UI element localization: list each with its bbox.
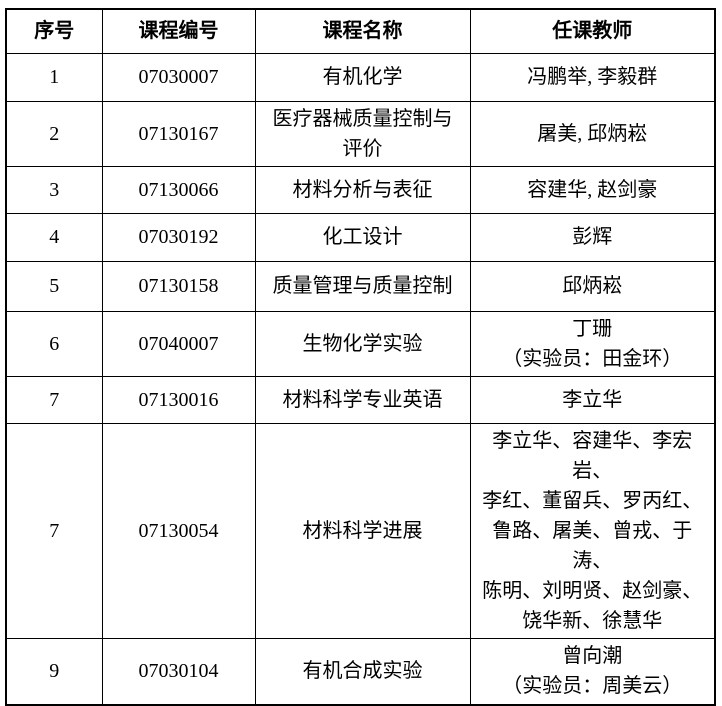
cell-no: 5	[5, 260, 103, 312]
column-header-no: 序号	[5, 8, 103, 54]
cell-course-name: 生物化学实验	[254, 310, 471, 377]
cell-course-name: 有机合成实验	[254, 637, 471, 706]
cell-course-name: 质量管理与质量控制	[254, 260, 471, 312]
header-row: 序号 课程编号 课程名称 任课教师	[5, 8, 716, 54]
column-header-code: 课程编号	[101, 8, 256, 54]
cell-code: 07030192	[101, 212, 256, 262]
column-header-name: 课程名称	[254, 8, 471, 54]
cell-course-name: 有机化学	[254, 52, 471, 102]
cell-teachers: 冯鹏举, 李毅群	[469, 52, 716, 102]
cell-course-name: 医疗器械质量控制与 评价	[254, 100, 471, 167]
cell-teachers: 屠美, 邱炳崧	[469, 100, 716, 167]
cell-teachers: 彭辉	[469, 212, 716, 262]
cell-course-name: 材料科学专业英语	[254, 375, 471, 424]
cell-teachers: 曾向潮 （实验员：周美云）	[469, 637, 716, 706]
cell-teachers: 丁珊 （实验员：田金环）	[469, 310, 716, 377]
cell-no: 4	[5, 212, 103, 262]
document-page: 序号 课程编号 课程名称 任课教师 1 07030007 有机化学 冯鹏举, 李…	[5, 8, 716, 706]
table-row: 6 07040007 生物化学实验 丁珊 （实验员：田金环）	[5, 310, 716, 377]
cell-code: 07130167	[101, 100, 256, 167]
column-header-teachers: 任课教师	[469, 8, 716, 54]
table-row: 7 07130054 材料科学进展 李立华、容建华、李宏岩、 李红、董留兵、罗丙…	[5, 422, 716, 639]
cell-teachers: 李立华、容建华、李宏岩、 李红、董留兵、罗丙红、 鲁路、屠美、曾戎、于涛、 陈明…	[469, 422, 716, 639]
cell-code: 07040007	[101, 310, 256, 377]
cell-course-name: 化工设计	[254, 212, 471, 262]
cell-course-name: 材料分析与表征	[254, 165, 471, 214]
table-row: 5 07130158 质量管理与质量控制 邱炳崧	[5, 260, 716, 312]
cell-code: 07130016	[101, 375, 256, 424]
cell-no: 7	[5, 422, 103, 639]
cell-teachers: 容建华, 赵剑豪	[469, 165, 716, 214]
table-row: 4 07030192 化工设计 彭辉	[5, 212, 716, 262]
cell-no: 7	[5, 375, 103, 424]
cell-no: 1	[5, 52, 103, 102]
cell-no: 6	[5, 310, 103, 377]
cell-code: 07130054	[101, 422, 256, 639]
cell-code: 07130158	[101, 260, 256, 312]
table-row: 7 07130016 材料科学专业英语 李立华	[5, 375, 716, 424]
cell-code: 07030104	[101, 637, 256, 706]
course-table: 序号 课程编号 课程名称 任课教师 1 07030007 有机化学 冯鹏举, 李…	[5, 8, 716, 706]
cell-no: 9	[5, 637, 103, 706]
cell-no: 2	[5, 100, 103, 167]
cell-code: 07030007	[101, 52, 256, 102]
cell-no: 3	[5, 165, 103, 214]
cell-teachers: 李立华	[469, 375, 716, 424]
cell-code: 07130066	[101, 165, 256, 214]
table-row: 9 07030104 有机合成实验 曾向潮 （实验员：周美云）	[5, 637, 716, 706]
table-row: 2 07130167 医疗器械质量控制与 评价 屠美, 邱炳崧	[5, 100, 716, 167]
cell-course-name: 材料科学进展	[254, 422, 471, 639]
table-row: 1 07030007 有机化学 冯鹏举, 李毅群	[5, 52, 716, 102]
table-row: 3 07130066 材料分析与表征 容建华, 赵剑豪	[5, 165, 716, 214]
cell-teachers: 邱炳崧	[469, 260, 716, 312]
